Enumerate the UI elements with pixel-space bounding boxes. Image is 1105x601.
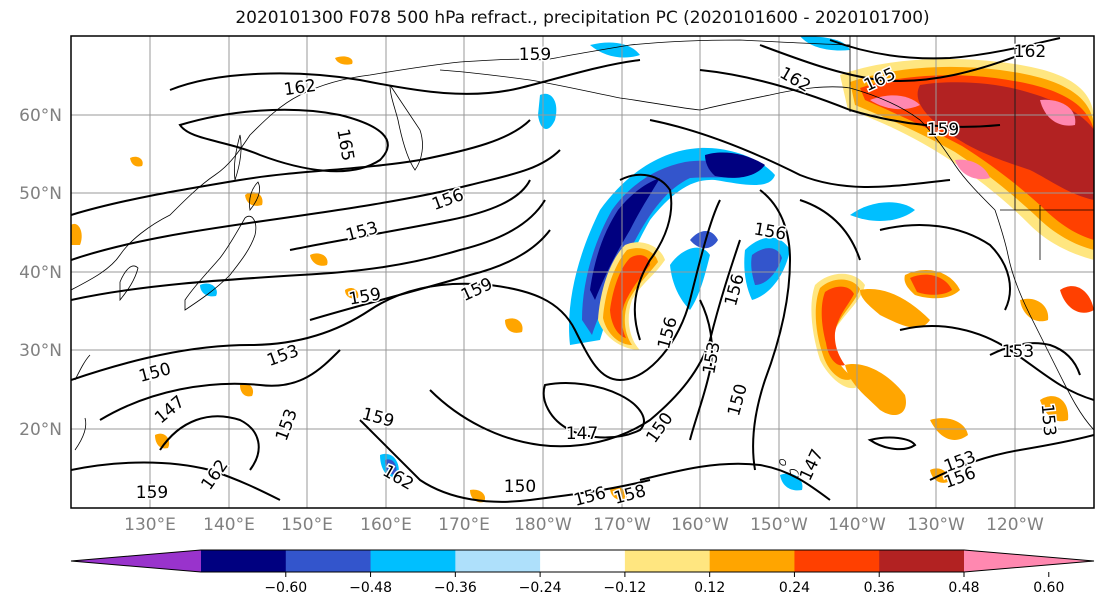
colorbar-extend-high xyxy=(964,550,1094,572)
colorbar-segment xyxy=(285,550,372,572)
graticule xyxy=(71,36,1094,508)
contour-label: 162 xyxy=(1014,42,1046,62)
contour-label: 150 xyxy=(504,477,536,497)
lon-label-130w: 130°W xyxy=(907,515,965,535)
colorbar-segment xyxy=(794,550,880,572)
lat-label-50n: 50°N xyxy=(19,184,62,204)
figure-title: 2020101300 F078 500 hPa refract., precip… xyxy=(235,8,930,28)
colorbar-outline xyxy=(70,549,1095,573)
colorbar-segment xyxy=(455,550,541,572)
colorbar-tick-label: −0.24 xyxy=(519,580,562,596)
colorbar-segment xyxy=(624,550,711,572)
colorbar-tick-label: 0.12 xyxy=(694,580,725,596)
lat-label-60n: 60°N xyxy=(19,106,62,126)
contour-label: 159 xyxy=(136,483,168,503)
colorbar-segment xyxy=(709,550,795,572)
lon-label-130e: 130°E xyxy=(124,515,176,535)
lon-label-170w: 170°W xyxy=(593,515,651,535)
lat-label-30n: 30°N xyxy=(19,341,62,361)
lon-label-150w: 150°W xyxy=(750,515,808,535)
lon-label-180w: 180°W xyxy=(514,515,572,535)
coastlines xyxy=(71,39,1094,478)
colorbar-extend-low xyxy=(71,550,201,572)
lon-label-140w: 140°W xyxy=(828,515,886,535)
lat-label-20n: 20°N xyxy=(19,420,62,440)
refractivity-contours xyxy=(71,37,1094,503)
contour-label: 162 xyxy=(283,76,318,100)
contour-label: 159 xyxy=(519,45,551,65)
colorbar-segment xyxy=(879,550,965,572)
colorbar-segment xyxy=(540,550,626,572)
lon-label-140e: 140°E xyxy=(203,515,255,535)
colorbar-tick-label: 0.48 xyxy=(948,580,979,596)
contour-label: 153 xyxy=(1002,342,1034,362)
contour-label: 159 xyxy=(927,120,959,140)
lon-label-120w: 120°W xyxy=(986,515,1044,535)
contour-label: 147 xyxy=(566,424,598,444)
colorbar-tick-label: −0.60 xyxy=(264,580,307,596)
lon-label-160e: 160°E xyxy=(360,515,412,535)
colorbar: −0.60 −0.48 −0.36 −0.24 −0.12 0.12 0.24 0.36 0.4… xyxy=(70,549,1095,596)
colorbar-tick-label: 0.24 xyxy=(779,580,810,596)
latitude-labels: 60°N 50°N 40°N 30°N 20°N xyxy=(19,106,62,440)
colorbar-segment xyxy=(370,550,456,572)
longitude-labels: 130°E 140°E 150°E 160°E 170°E 180°W 170°… xyxy=(124,515,1044,535)
colorbar-tick-label: 0.36 xyxy=(864,580,895,596)
colorbar-tick-label: 0.60 xyxy=(1033,580,1064,596)
map-frame xyxy=(70,35,1095,509)
lon-label-160w: 160°W xyxy=(671,515,729,535)
colorbar-tick-label: −0.12 xyxy=(603,580,646,596)
lon-label-150e: 150°E xyxy=(281,515,333,535)
contour-label: 153 xyxy=(1037,403,1060,437)
colorbar-segment xyxy=(201,550,287,572)
political-borders xyxy=(849,36,1094,260)
colorbar-tick-label: −0.48 xyxy=(349,580,392,596)
colorbar-tick-label: −0.36 xyxy=(434,580,477,596)
lon-label-170e: 170°E xyxy=(438,515,490,535)
lat-label-40n: 40°N xyxy=(19,263,62,283)
